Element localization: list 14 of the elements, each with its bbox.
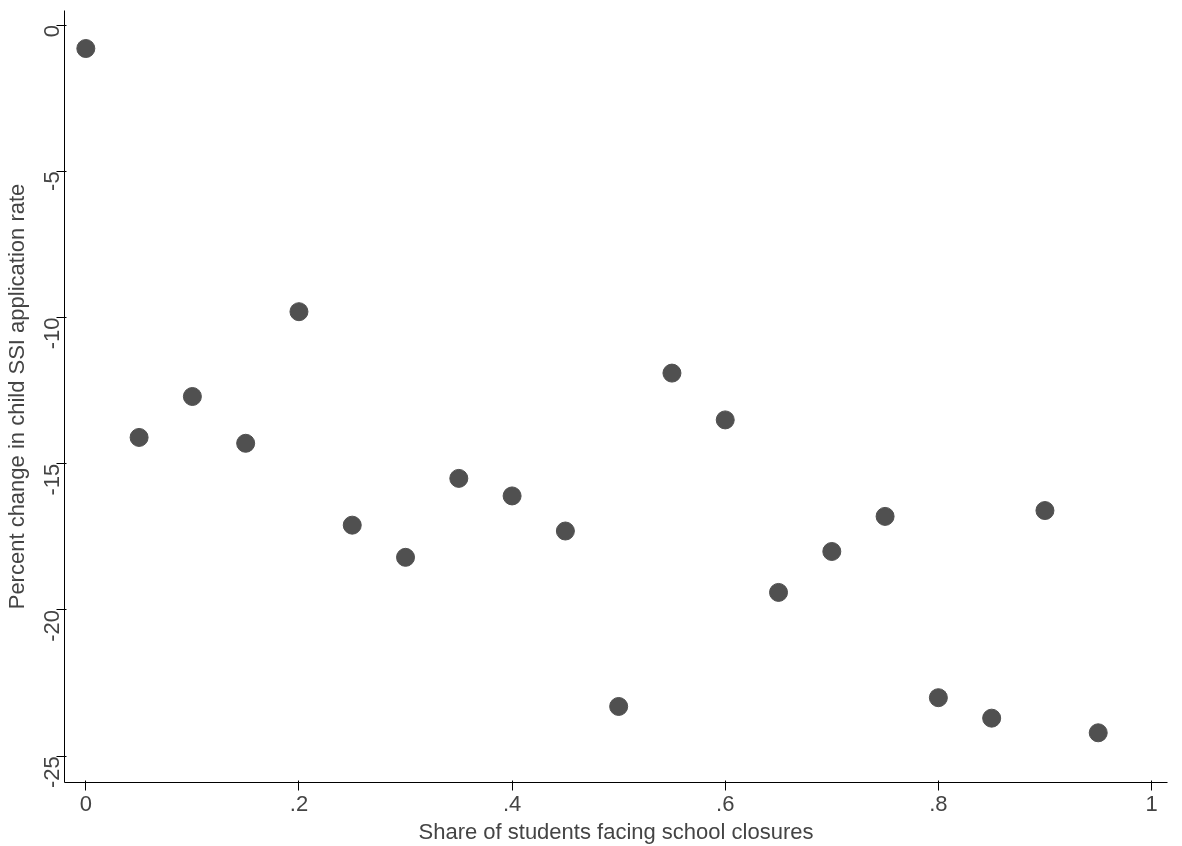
x-tick-label: 1 xyxy=(1145,790,1158,816)
x-tick-label: .8 xyxy=(929,790,948,816)
y-tick-label: -20 xyxy=(39,609,64,642)
y-tick-label: -15 xyxy=(39,463,64,496)
y-tick-label: -25 xyxy=(39,756,64,788)
x-tick-label: 0 xyxy=(79,790,92,816)
y-tick-label: 0 xyxy=(39,25,64,38)
y-tick-label: -5 xyxy=(39,171,64,191)
x-tick-label: .6 xyxy=(716,790,735,816)
x-axis-title: Share of students facing school closures xyxy=(418,818,814,844)
x-tick-label: .4 xyxy=(502,790,522,816)
y-axis-title: Percent change in child SSI application rate xyxy=(3,183,29,610)
x-tick-label: .2 xyxy=(289,790,309,816)
y-tick-label: -10 xyxy=(39,317,64,350)
